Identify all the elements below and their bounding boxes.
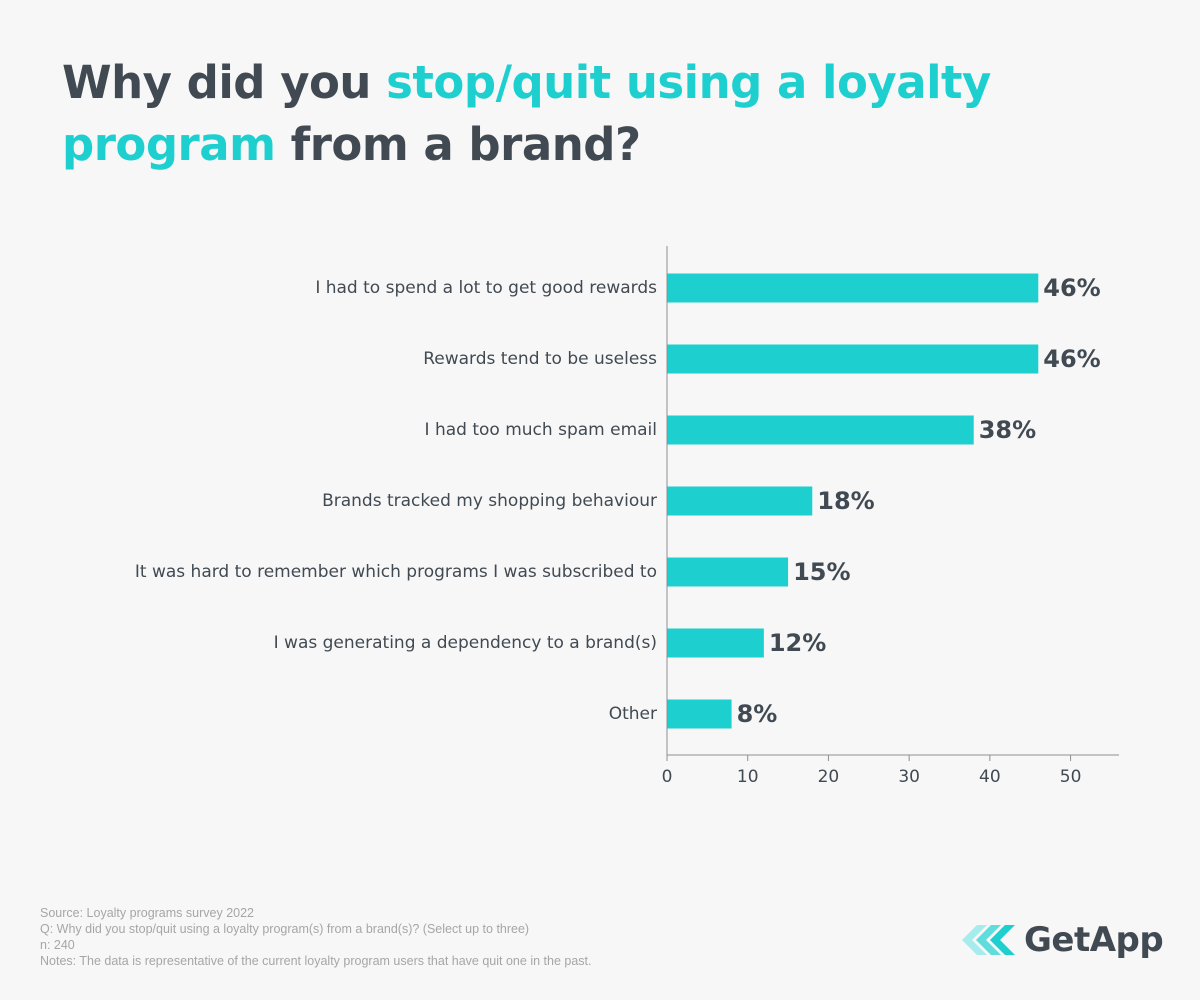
bar-2 [667, 415, 974, 445]
category-label-5: I was generating a dependency to a brand… [274, 633, 657, 653]
value-label-5: 12% [769, 629, 826, 657]
chart-title: Why did you stop/quit using a loyalty pr… [62, 52, 1062, 176]
value-label-4: 15% [793, 558, 850, 586]
value-labels: 46% 46% 38% 18% 15% 12% 8% [737, 274, 1101, 728]
title-highlight: stop/quit using a loyalty program [62, 56, 991, 171]
tick-label-3: 30 [898, 767, 920, 787]
brand-name: GetApp [1024, 920, 1164, 960]
bar-6 [667, 699, 732, 729]
getapp-logo: GetApp [962, 918, 1164, 962]
bar-3 [667, 486, 813, 516]
getapp-chevrons-icon [962, 925, 1015, 955]
value-label-1: 46% [1043, 345, 1100, 373]
data-notes: Notes: The data is representative of the… [40, 954, 592, 968]
tick-label-5: 50 [1060, 767, 1082, 787]
title-part-3: from a brand? [275, 118, 641, 171]
bars-group [667, 273, 1039, 729]
category-label-2: I had too much spam email [425, 420, 657, 440]
category-labels: I had to spend a lot to get good rewards… [135, 278, 657, 724]
footer-notes: Source: Loyalty programs survey 2022 Q: … [40, 905, 591, 969]
x-axis-ticks: 0 10 20 30 40 50 [662, 755, 1082, 787]
tick-label-2: 20 [818, 767, 840, 787]
bar-0 [667, 273, 1039, 303]
tick-label-1: 10 [737, 767, 759, 787]
bar-5 [667, 628, 764, 658]
bar-chart: I had to spend a lot to get good rewards… [135, 246, 1119, 787]
tick-label-0: 0 [662, 767, 673, 787]
category-label-4: It was hard to remember which programs I… [135, 562, 657, 582]
source-note: Source: Loyalty programs survey 2022 [40, 906, 254, 920]
sample-size-note: n: 240 [40, 938, 75, 952]
category-label-1: Rewards tend to be useless [423, 349, 657, 369]
category-label-3: Brands tracked my shopping behaviour [322, 491, 657, 511]
value-label-0: 46% [1043, 274, 1100, 302]
tick-label-4: 40 [979, 767, 1001, 787]
question-note: Q: Why did you stop/quit using a loyalty… [40, 922, 530, 936]
category-label-0: I had to spend a lot to get good rewards [315, 278, 657, 298]
title-part-1: Why did you [62, 56, 387, 109]
bar-1 [667, 344, 1039, 374]
value-label-6: 8% [737, 700, 778, 728]
value-label-3: 18% [817, 487, 874, 515]
value-label-2: 38% [979, 416, 1036, 444]
category-label-6: Other [609, 704, 657, 724]
bar-4 [667, 557, 789, 587]
